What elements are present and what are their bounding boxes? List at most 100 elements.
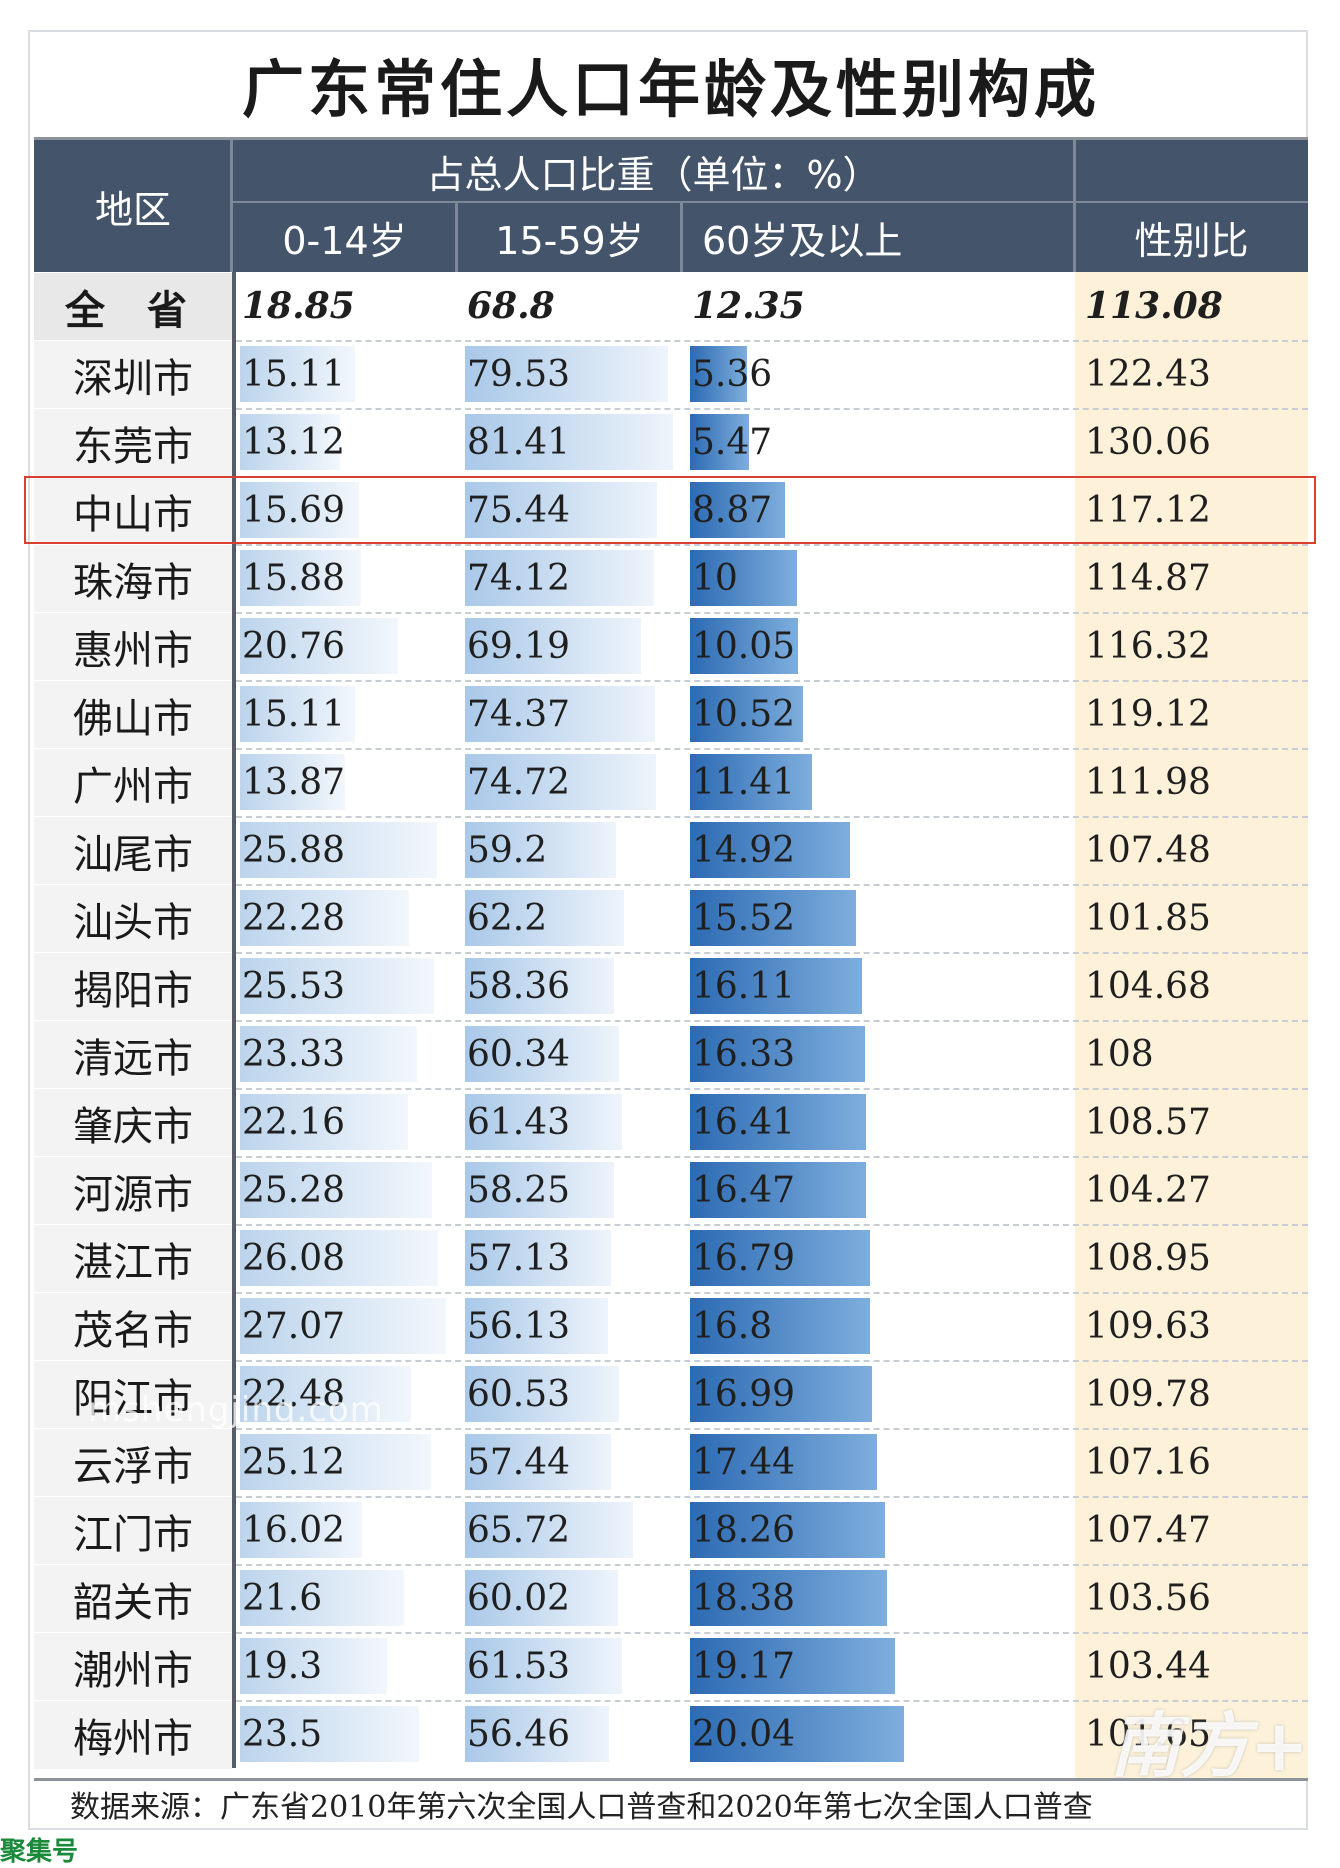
value-label: 15.88 (242, 557, 346, 599)
sex-ratio-label: 104.68 (1085, 965, 1211, 1007)
value-label: 16.02 (242, 1509, 346, 1551)
sex-ratio-label: 116.32 (1085, 625, 1211, 667)
value-bar (690, 1094, 866, 1150)
region-edge (232, 408, 236, 476)
value-cell: 56.13 (461, 1292, 682, 1360)
table-row: 潮州市 19.3 61.53 19.17 103.44 (34, 1632, 1308, 1701)
region-label: 潮州市 (34, 1632, 232, 1701)
region-edge (232, 1020, 236, 1088)
value-bar (690, 618, 798, 674)
value-bar (465, 1366, 620, 1422)
nanfang-logo: 南方+ (1110, 1705, 1309, 1787)
header-divider (455, 202, 458, 272)
value-bar (465, 1570, 619, 1626)
region-label: 珠海市 (34, 544, 232, 613)
value-bar (690, 346, 748, 402)
value-cell: 15.88 (236, 544, 457, 612)
region-label: 肇庆市 (34, 1088, 232, 1157)
region-edge (232, 952, 236, 1020)
value-cell: 10 (686, 544, 1075, 612)
row-separator (236, 748, 1308, 750)
row-separator (236, 884, 1308, 886)
value-bar (465, 1026, 619, 1082)
value-label: 62.2 (467, 897, 548, 939)
value-label: 16.47 (692, 1169, 796, 1211)
region-edge (232, 1700, 236, 1768)
province-label: 全 省 (34, 272, 232, 341)
value-cell: 15.11 (236, 680, 457, 748)
value-bar (240, 1298, 446, 1354)
value-bar (465, 686, 655, 742)
value-label: 16.99 (692, 1373, 796, 1415)
region-label: 揭阳市 (34, 952, 232, 1021)
sex-ratio-cell: 109.63 (1079, 1292, 1308, 1360)
value-label: 56.46 (467, 1713, 571, 1755)
region-edge (232, 612, 236, 680)
value-bar (465, 414, 673, 470)
watermark: mshengjing.com (88, 1390, 384, 1430)
value-bar (240, 1026, 418, 1082)
value-cell: 74.72 (461, 748, 682, 816)
sex-ratio-label: 104.27 (1085, 1169, 1211, 1211)
sex-ratio-label: 101.85 (1085, 897, 1211, 939)
sex-ratio-label: 107.16 (1085, 1441, 1211, 1483)
sex-ratio-label: 119.12 (1085, 693, 1211, 735)
sex-ratio-label: 109.78 (1085, 1373, 1211, 1415)
value-cell: 16.79 (686, 1224, 1075, 1292)
province-value-15-59: 68.8 (467, 285, 555, 327)
value-bar (465, 618, 642, 674)
value-bar (465, 1162, 614, 1218)
sex-ratio-label: 122.43 (1085, 353, 1211, 395)
value-bar (465, 346, 668, 402)
region-edge (232, 816, 236, 884)
header-divider (680, 202, 683, 272)
value-cell: 58.25 (461, 1156, 682, 1224)
value-label: 58.36 (467, 965, 571, 1007)
region-label: 佛山市 (34, 680, 232, 749)
row-separator (236, 1292, 1308, 1294)
value-cell: 20.04 (686, 1700, 1075, 1768)
table-row: 阳江市 22.48 60.53 16.99 109.78 (34, 1360, 1308, 1429)
region-label: 广州市 (34, 748, 232, 817)
table-row: 东莞市 13.12 81.41 5.47 130.06 (34, 408, 1308, 477)
value-cell: 14.92 (686, 816, 1075, 884)
value-cell: 19.17 (686, 1632, 1075, 1700)
value-cell: 17.44 (686, 1428, 1075, 1496)
value-bar (240, 1502, 362, 1558)
value-bar (690, 550, 797, 606)
value-label: 10 (692, 557, 738, 599)
value-cell: 56.46 (461, 1700, 682, 1768)
value-cell: 15.69 (236, 476, 457, 544)
value-bar (690, 890, 857, 946)
table-row: 佛山市 15.11 74.37 10.52 119.12 (34, 680, 1308, 749)
row-separator (236, 816, 1308, 818)
value-label: 21.6 (242, 1577, 323, 1619)
value-cell: 25.28 (236, 1156, 457, 1224)
value-label: 18.38 (692, 1577, 796, 1619)
value-label: 65.72 (467, 1509, 571, 1551)
value-cell: 18.38 (686, 1564, 1075, 1632)
value-cell: 16.33 (686, 1020, 1075, 1088)
value-bar (465, 550, 654, 606)
value-bar (690, 1366, 872, 1422)
sex-ratio-label: 114.87 (1085, 557, 1211, 599)
value-bar (465, 822, 616, 878)
row-separator (236, 1700, 1308, 1702)
value-label: 13.87 (242, 761, 346, 803)
value-bar (465, 1706, 609, 1762)
region-edge (232, 544, 236, 612)
row-separator (236, 408, 1308, 410)
value-cell: 16.99 (686, 1360, 1075, 1428)
sex-ratio-cell: 101.65 (1079, 1700, 1308, 1768)
value-bar (240, 754, 346, 810)
value-cell: 8.87 (686, 476, 1075, 544)
value-bar (240, 1366, 411, 1422)
region-edge (232, 1292, 236, 1360)
sex-ratio-label: 108.57 (1085, 1101, 1211, 1143)
value-bar (690, 1298, 870, 1354)
value-label: 15.11 (242, 353, 346, 395)
value-cell: 5.47 (686, 408, 1075, 476)
value-label: 23.5 (242, 1713, 323, 1755)
value-cell: 60.53 (461, 1360, 682, 1428)
value-bar (240, 1570, 405, 1626)
